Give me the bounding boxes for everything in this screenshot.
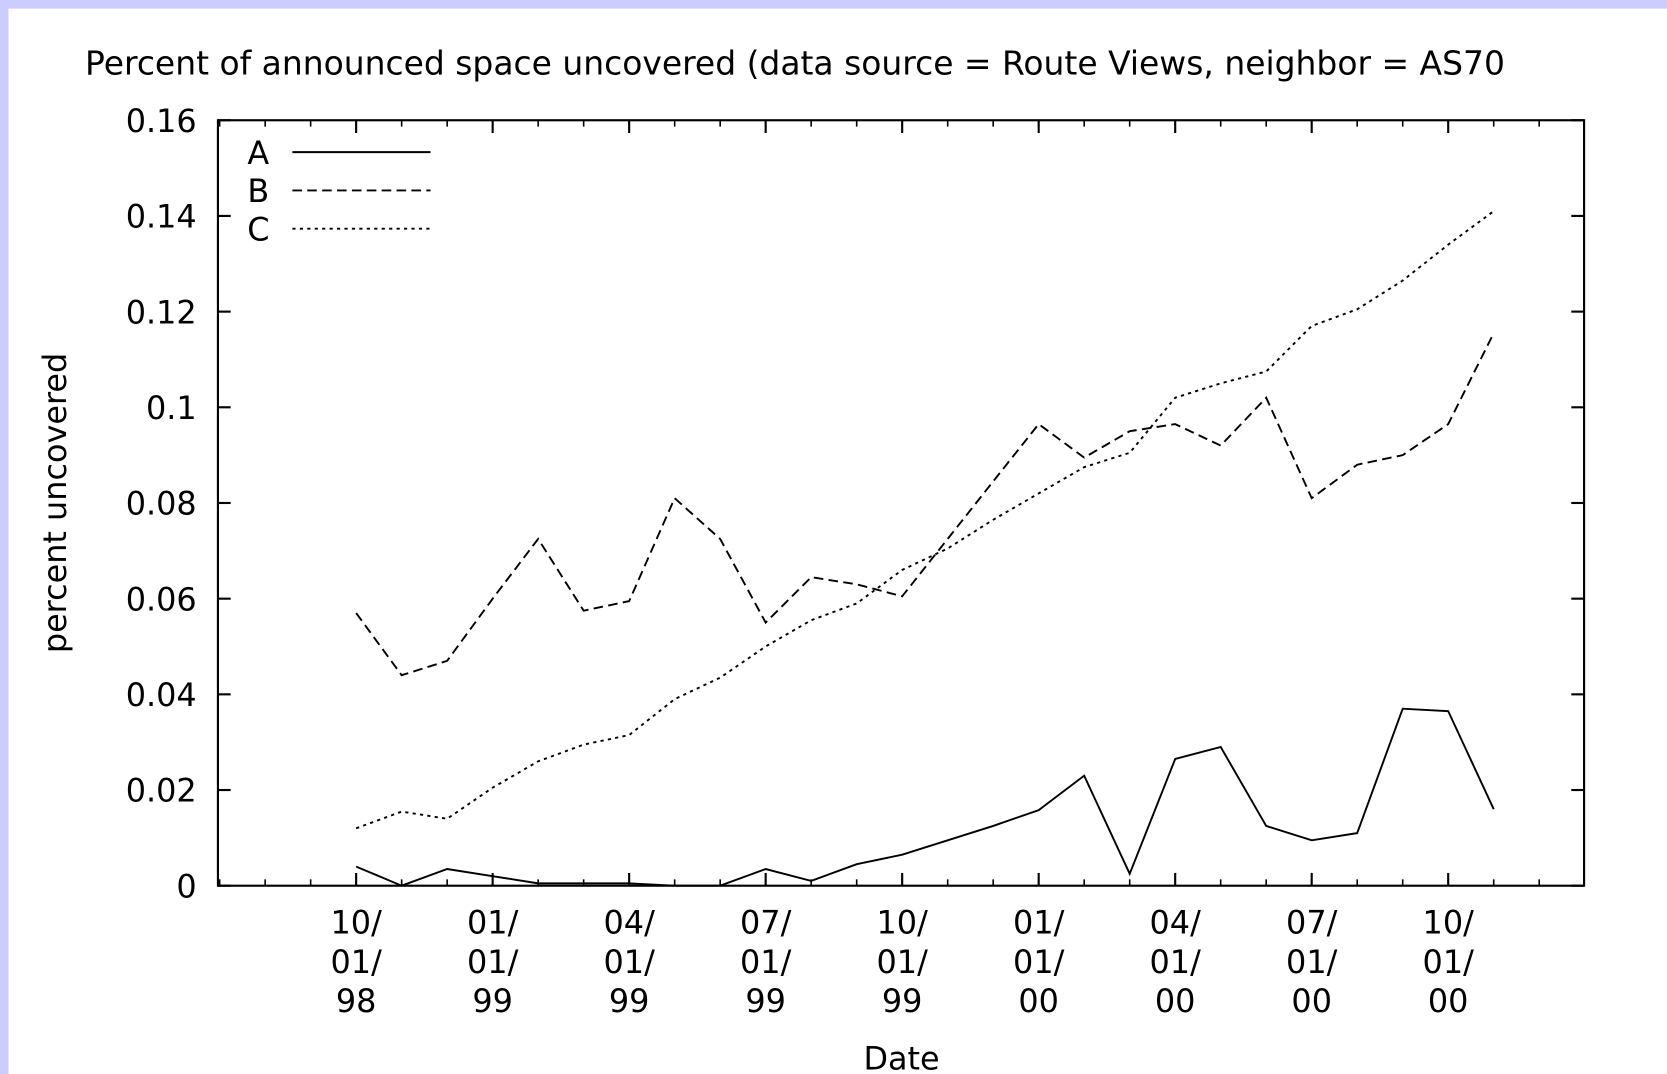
x-tick-label: 07/ 01/ 00 bbox=[1286, 904, 1338, 1021]
panel bbox=[8, 8, 1667, 1074]
series-line bbox=[355, 707, 1495, 887]
x-tick-label: 07/ 01/ 99 bbox=[739, 904, 792, 1021]
y-tick-label: 0.06 bbox=[126, 580, 197, 618]
series-line bbox=[355, 210, 1495, 830]
y-tick-label: 0 bbox=[176, 867, 196, 905]
x-axis-label: Date bbox=[863, 1040, 939, 1074]
y-tick-label: 0.04 bbox=[126, 676, 197, 714]
x-tick-label-box: 01/ 01/ 99 bbox=[466, 904, 519, 1021]
legend-label: C bbox=[247, 210, 269, 248]
legend-label: A bbox=[247, 134, 269, 172]
x-tick-label: 10/ 01/ 00 bbox=[1422, 904, 1474, 1021]
x-tick-label: 04/ 01/ 99 bbox=[603, 904, 655, 1021]
x-tick-label: 10/ 01/ 99 bbox=[876, 904, 928, 1021]
x-tick-label-box: 04/ 01/ 00 bbox=[1149, 904, 1201, 1021]
x-tick-label-box: 04/ 01/ 99 bbox=[603, 904, 655, 1021]
y-tick-label: 0.1 bbox=[146, 389, 197, 427]
y-axis-label: percent uncovered bbox=[36, 353, 74, 653]
y-tick-label: 0.08 bbox=[126, 485, 197, 523]
x-tick-label: 01/ 01/ 00 bbox=[1013, 904, 1065, 1021]
chart-title: Percent of announced space uncovered (da… bbox=[85, 44, 1505, 83]
y-tick-label: 0.02 bbox=[126, 772, 197, 810]
x-tick-label: 01/ 01/ 99 bbox=[466, 904, 519, 1021]
series-line bbox=[355, 332, 1495, 677]
y-tick-label: 0.14 bbox=[126, 198, 197, 236]
x-tick-label-box: 10/ 01/ 00 bbox=[1422, 904, 1474, 1021]
y-tick-label: 0.12 bbox=[126, 293, 197, 331]
x-tick-label: 04/ 01/ 00 bbox=[1149, 904, 1201, 1021]
y-tick-label: 0.16 bbox=[126, 102, 197, 140]
x-tick-label: 10/ 01/ 98 bbox=[330, 904, 382, 1021]
x-tick-label-box: 01/ 01/ 00 bbox=[1013, 904, 1065, 1021]
x-tick-label-box: 07/ 01/ 00 bbox=[1286, 904, 1338, 1021]
x-tick-label-box: 10/ 01/ 98 bbox=[330, 904, 382, 1021]
legend-label: B bbox=[247, 172, 269, 210]
x-tick-label-box: 07/ 01/ 99 bbox=[739, 904, 792, 1021]
x-tick-label-box: 10/ 01/ 99 bbox=[876, 904, 928, 1021]
